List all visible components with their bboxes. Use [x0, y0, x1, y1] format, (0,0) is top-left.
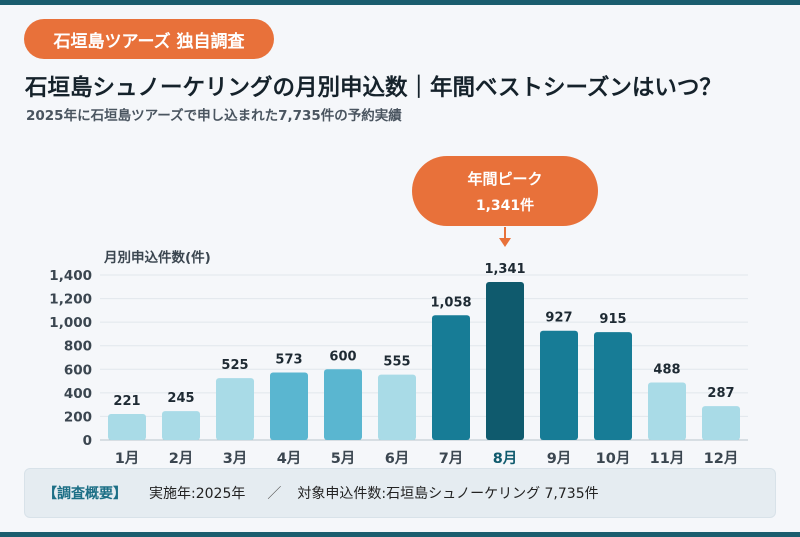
- data-label-7: 1,058: [430, 295, 471, 310]
- peak-callout: [412, 156, 598, 226]
- data-label-11: 488: [653, 362, 680, 377]
- bar-1: [108, 413, 146, 440]
- data-label-8: 1,341: [484, 262, 525, 277]
- summary-label: 【調査概要】: [43, 486, 127, 502]
- peak-arrow-head: [499, 238, 511, 247]
- y-tick-label: 400: [64, 386, 92, 402]
- data-label-12: 287: [707, 386, 734, 401]
- x-tick-label-1: 1月: [115, 450, 140, 467]
- data-label-4: 573: [275, 352, 302, 367]
- y-tick-label: 1,000: [49, 315, 92, 331]
- summary-year: 実施年:2025年: [149, 486, 246, 502]
- x-tick-label-11: 11月: [650, 450, 685, 467]
- bar-8: [486, 281, 524, 440]
- x-tick-label-3: 3月: [223, 450, 248, 467]
- bar-9: [540, 330, 578, 440]
- y-tick-label: 0: [83, 433, 92, 449]
- summary-separator: ／: [267, 486, 282, 502]
- bar-11: [648, 382, 686, 440]
- x-tick-label-7: 7月: [439, 450, 464, 467]
- bar-5: [324, 369, 362, 440]
- data-label-6: 555: [383, 355, 410, 370]
- x-tick-label-10: 10月: [596, 450, 631, 467]
- x-tick-label-2: 2月: [169, 450, 194, 467]
- peak-callout-title: 年間ピーク: [467, 170, 542, 188]
- bar-7: [432, 315, 470, 440]
- survey-summary-box: 【調査概要】 実施年:2025年 ／ 対象申込件数:石垣島シュノーケリング 7,…: [24, 468, 776, 518]
- data-label-10: 915: [599, 312, 626, 327]
- summary-count: 対象申込件数:石垣島シュノーケリング 7,735件: [297, 486, 599, 502]
- x-tick-label-5: 5月: [331, 450, 356, 467]
- y-tick-label: 200: [64, 409, 92, 425]
- y-axis-label: 月別申込件数(件): [103, 249, 211, 266]
- x-tick-label-12: 12月: [704, 450, 739, 467]
- peak-callout-value: 1,341件: [476, 197, 534, 214]
- y-tick-label: 1,200: [49, 292, 92, 308]
- data-label-3: 525: [221, 358, 248, 373]
- bottom-accent-bar: [0, 532, 800, 537]
- data-label-1: 221: [113, 394, 140, 409]
- x-tick-label-4: 4月: [277, 450, 302, 467]
- page-subtitle: 2025年に石垣島ツアーズで申し込まれた7,735件の予約実績: [26, 108, 402, 124]
- x-tick-label-6: 6月: [385, 450, 410, 467]
- y-tick-label: 1,400: [49, 268, 92, 284]
- bar-6: [378, 374, 416, 440]
- bar-4: [270, 372, 308, 440]
- bar-12: [702, 406, 740, 440]
- bar-3: [216, 378, 254, 440]
- top-accent-bar: [0, 0, 800, 5]
- x-tick-label-8: 8月: [493, 450, 518, 467]
- survey-badge: 石垣島ツアーズ 独自調査: [24, 19, 274, 59]
- bar-2: [162, 411, 200, 440]
- bar-10: [594, 332, 632, 440]
- data-label-9: 927: [545, 311, 572, 326]
- data-label-2: 245: [167, 391, 194, 406]
- y-tick-label: 800: [64, 339, 92, 355]
- x-tick-label-9: 9月: [547, 450, 572, 467]
- page-title: 石垣島シュノーケリングの月別申込数｜年間ベストシーズンはいつ？: [25, 75, 722, 101]
- monthly-bar-chart: 月別申込件数(件) 0 200 400 600 800 1,000 1,200 1,400 221…: [49, 156, 748, 467]
- data-label-5: 600: [329, 349, 356, 364]
- y-tick-label: 600: [64, 362, 92, 378]
